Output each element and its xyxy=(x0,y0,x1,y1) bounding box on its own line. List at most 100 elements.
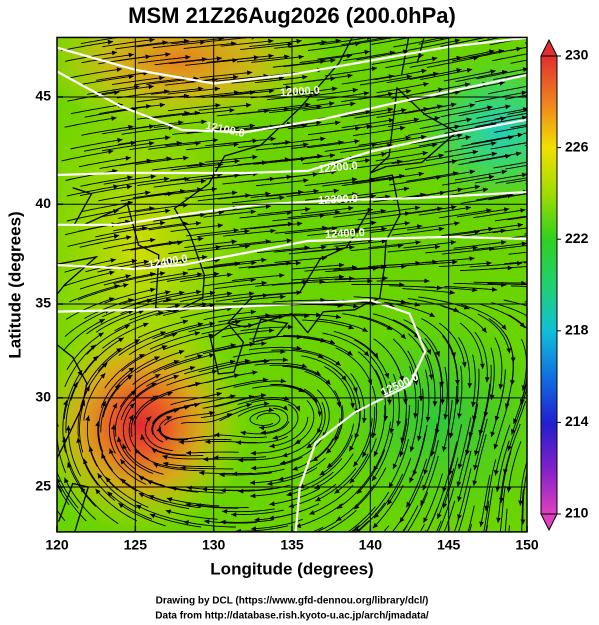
stream-arrow xyxy=(140,434,145,440)
streamline xyxy=(64,117,117,128)
stream-arrow xyxy=(401,264,407,269)
streamline xyxy=(97,473,138,508)
streamline xyxy=(205,371,258,384)
stream-arrow xyxy=(250,277,256,283)
stream-arrow xyxy=(415,240,421,245)
streamline xyxy=(368,241,421,249)
streamline xyxy=(273,335,326,343)
stream-arrow xyxy=(216,56,222,61)
stream-arrow xyxy=(469,169,476,175)
colorbar xyxy=(540,55,558,515)
stream-arrow xyxy=(197,322,204,327)
stream-arrow xyxy=(260,393,267,398)
streamline xyxy=(231,316,284,323)
stream-arrow xyxy=(451,205,457,210)
streamline xyxy=(350,244,404,252)
streamline xyxy=(251,398,300,412)
streamline xyxy=(288,39,341,48)
stream-arrow xyxy=(517,222,523,228)
streamline xyxy=(375,152,428,162)
streamline xyxy=(504,508,508,532)
streamline xyxy=(441,305,487,333)
stream-arrow xyxy=(501,169,507,175)
stream-arrow xyxy=(282,357,288,363)
streamline xyxy=(218,240,271,248)
stream-arrow xyxy=(488,174,495,180)
streamline xyxy=(109,402,118,454)
streamline xyxy=(216,379,269,390)
stream-arrow xyxy=(109,448,114,454)
stream-arrow xyxy=(417,224,423,229)
streamline xyxy=(324,143,378,152)
streamline xyxy=(391,503,411,532)
stream-arrow xyxy=(125,274,131,279)
stream-arrow xyxy=(165,290,171,295)
stream-arrow xyxy=(197,272,203,277)
streamline xyxy=(166,497,220,507)
stream-arrow xyxy=(160,220,166,226)
streamline xyxy=(492,227,527,234)
streamline xyxy=(490,385,505,438)
streamline xyxy=(386,457,412,506)
stream-arrow xyxy=(467,383,473,389)
streamline xyxy=(148,494,200,509)
stream-arrow xyxy=(247,70,253,76)
stream-arrow xyxy=(335,314,341,319)
stream-arrow xyxy=(506,487,512,493)
streamline xyxy=(67,462,97,507)
stream-arrow xyxy=(215,245,221,250)
streamline xyxy=(307,229,360,236)
streamline xyxy=(473,418,488,471)
stream-arrow xyxy=(362,451,367,458)
stream-arrow xyxy=(392,463,398,469)
stream-arrow xyxy=(296,38,302,44)
stream-arrow xyxy=(466,117,472,123)
streamline xyxy=(255,281,308,287)
streamline xyxy=(240,421,290,435)
stream-arrow xyxy=(150,237,156,243)
streamline xyxy=(469,385,480,438)
stream-arrow xyxy=(316,120,322,126)
stream-arrow xyxy=(519,322,525,328)
stream-arrow xyxy=(387,499,393,505)
streamline xyxy=(294,400,315,445)
streamline xyxy=(452,49,504,62)
streamline xyxy=(507,235,527,239)
y-tick-label: 40 xyxy=(35,195,51,211)
stream-arrow xyxy=(381,239,387,244)
streamline xyxy=(202,124,255,132)
streamline xyxy=(235,359,289,366)
stream-arrow xyxy=(196,289,202,295)
stream-arrow xyxy=(374,451,379,457)
title: MSM 21Z26Aug2026 (200.0hPa) xyxy=(128,3,456,28)
streamline xyxy=(167,87,221,95)
stream-arrow xyxy=(200,178,206,184)
stream-arrow xyxy=(158,310,164,316)
stream-arrow xyxy=(559,286,564,291)
streamline xyxy=(392,338,418,386)
stream-arrow xyxy=(335,360,341,366)
streamline xyxy=(236,108,290,115)
streamline xyxy=(117,136,171,145)
streamline xyxy=(249,40,302,48)
streamline xyxy=(204,520,257,524)
streamline xyxy=(118,502,166,527)
stream-arrow xyxy=(251,465,257,471)
stream-arrow xyxy=(503,207,510,212)
stream-arrow xyxy=(296,290,302,296)
streamline xyxy=(354,339,389,379)
streamline xyxy=(283,171,337,179)
stream-arrow xyxy=(483,535,488,540)
stream-arrow xyxy=(250,450,256,456)
streamline xyxy=(198,104,252,111)
stream-arrow xyxy=(448,432,454,439)
streamline xyxy=(410,134,463,145)
streamline xyxy=(322,332,370,357)
stream-arrow xyxy=(98,332,104,338)
stream-arrow xyxy=(457,133,463,138)
streamline xyxy=(465,403,479,456)
streamline xyxy=(491,244,527,250)
stream-arrow xyxy=(146,298,153,304)
streamline xyxy=(438,488,455,532)
streamline xyxy=(503,299,527,307)
